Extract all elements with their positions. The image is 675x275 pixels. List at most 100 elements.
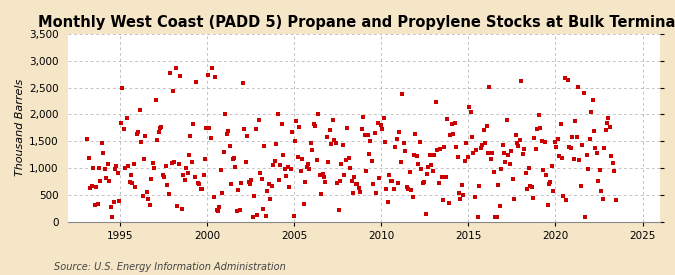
Point [284,184,294,189]
Point [537,139,547,143]
Point [249,194,260,199]
Point [381,187,392,191]
Point [166,161,177,165]
Point [254,171,265,175]
Point [423,164,434,169]
Point [389,145,400,149]
Title: Monthly West Coast (PADD 5) Propane and Propylene Stocks at Bulk Terminals: Monthly West Coast (PADD 5) Propane and … [38,15,675,30]
Point [185,134,196,138]
Point [493,183,504,187]
Point [118,126,129,131]
Point [524,184,535,188]
Point [437,197,448,202]
Point [269,159,280,164]
Point [535,126,545,130]
Point [281,174,292,178]
Point [425,153,435,157]
Text: Source: U.S. Energy Information Administration: Source: U.S. Energy Information Administ… [54,262,286,272]
Point [549,140,560,144]
Point [190,175,200,180]
Point [454,190,464,195]
Point [474,184,485,188]
Point [340,158,351,162]
Point [514,137,525,142]
Point [192,181,203,185]
Point [176,207,187,211]
Point [489,170,500,175]
Point [348,191,358,195]
Point [572,85,583,89]
Point [601,121,612,126]
Point [456,183,467,188]
Point [526,185,537,189]
Point [410,131,421,136]
Point [162,182,173,187]
Point [560,76,570,81]
Point [576,183,587,188]
Point [349,175,360,179]
Point [236,181,246,186]
Point [333,207,344,212]
Point [89,203,100,207]
Point [481,123,492,128]
Point [364,152,375,156]
Point [431,100,441,104]
Point [523,166,534,170]
Point [167,89,178,94]
Point [487,150,497,155]
Point [545,180,556,184]
Point [122,116,132,120]
Point [273,178,284,183]
Point [342,126,352,130]
Point [111,163,122,168]
Point [181,166,192,170]
Point [429,153,439,158]
Point [317,172,328,177]
Point [406,188,416,192]
Point [470,195,481,199]
Point [229,156,240,160]
Point [538,168,549,172]
Point [211,208,222,212]
Point [441,175,452,179]
Point [452,155,463,159]
Point [374,176,385,180]
Point [506,149,516,153]
Point [302,162,313,166]
Point [578,90,589,95]
Point [436,175,447,180]
Point [510,132,521,137]
Point [352,182,362,186]
Point [137,194,148,198]
Point [207,66,217,70]
Point [165,70,176,75]
Point [393,181,404,185]
Point [291,119,302,123]
Point [103,162,113,166]
Point [220,112,231,116]
Point [383,200,394,204]
Point [580,215,591,220]
Point [143,197,154,201]
Point [396,160,406,165]
Point [161,163,171,168]
Point [82,137,93,141]
Point [558,194,569,199]
Point [134,108,145,112]
Point [282,165,293,169]
Point [522,187,533,191]
Point [387,179,398,184]
Point [240,160,251,164]
Point [315,172,325,177]
Point [308,122,319,126]
Point [362,133,373,138]
Point [327,118,338,123]
Point [384,173,395,178]
Point [298,202,309,206]
Point [331,181,342,185]
Point [157,173,168,177]
Point [313,112,323,116]
Point [213,209,223,214]
Point [152,138,163,142]
Point [271,142,281,146]
